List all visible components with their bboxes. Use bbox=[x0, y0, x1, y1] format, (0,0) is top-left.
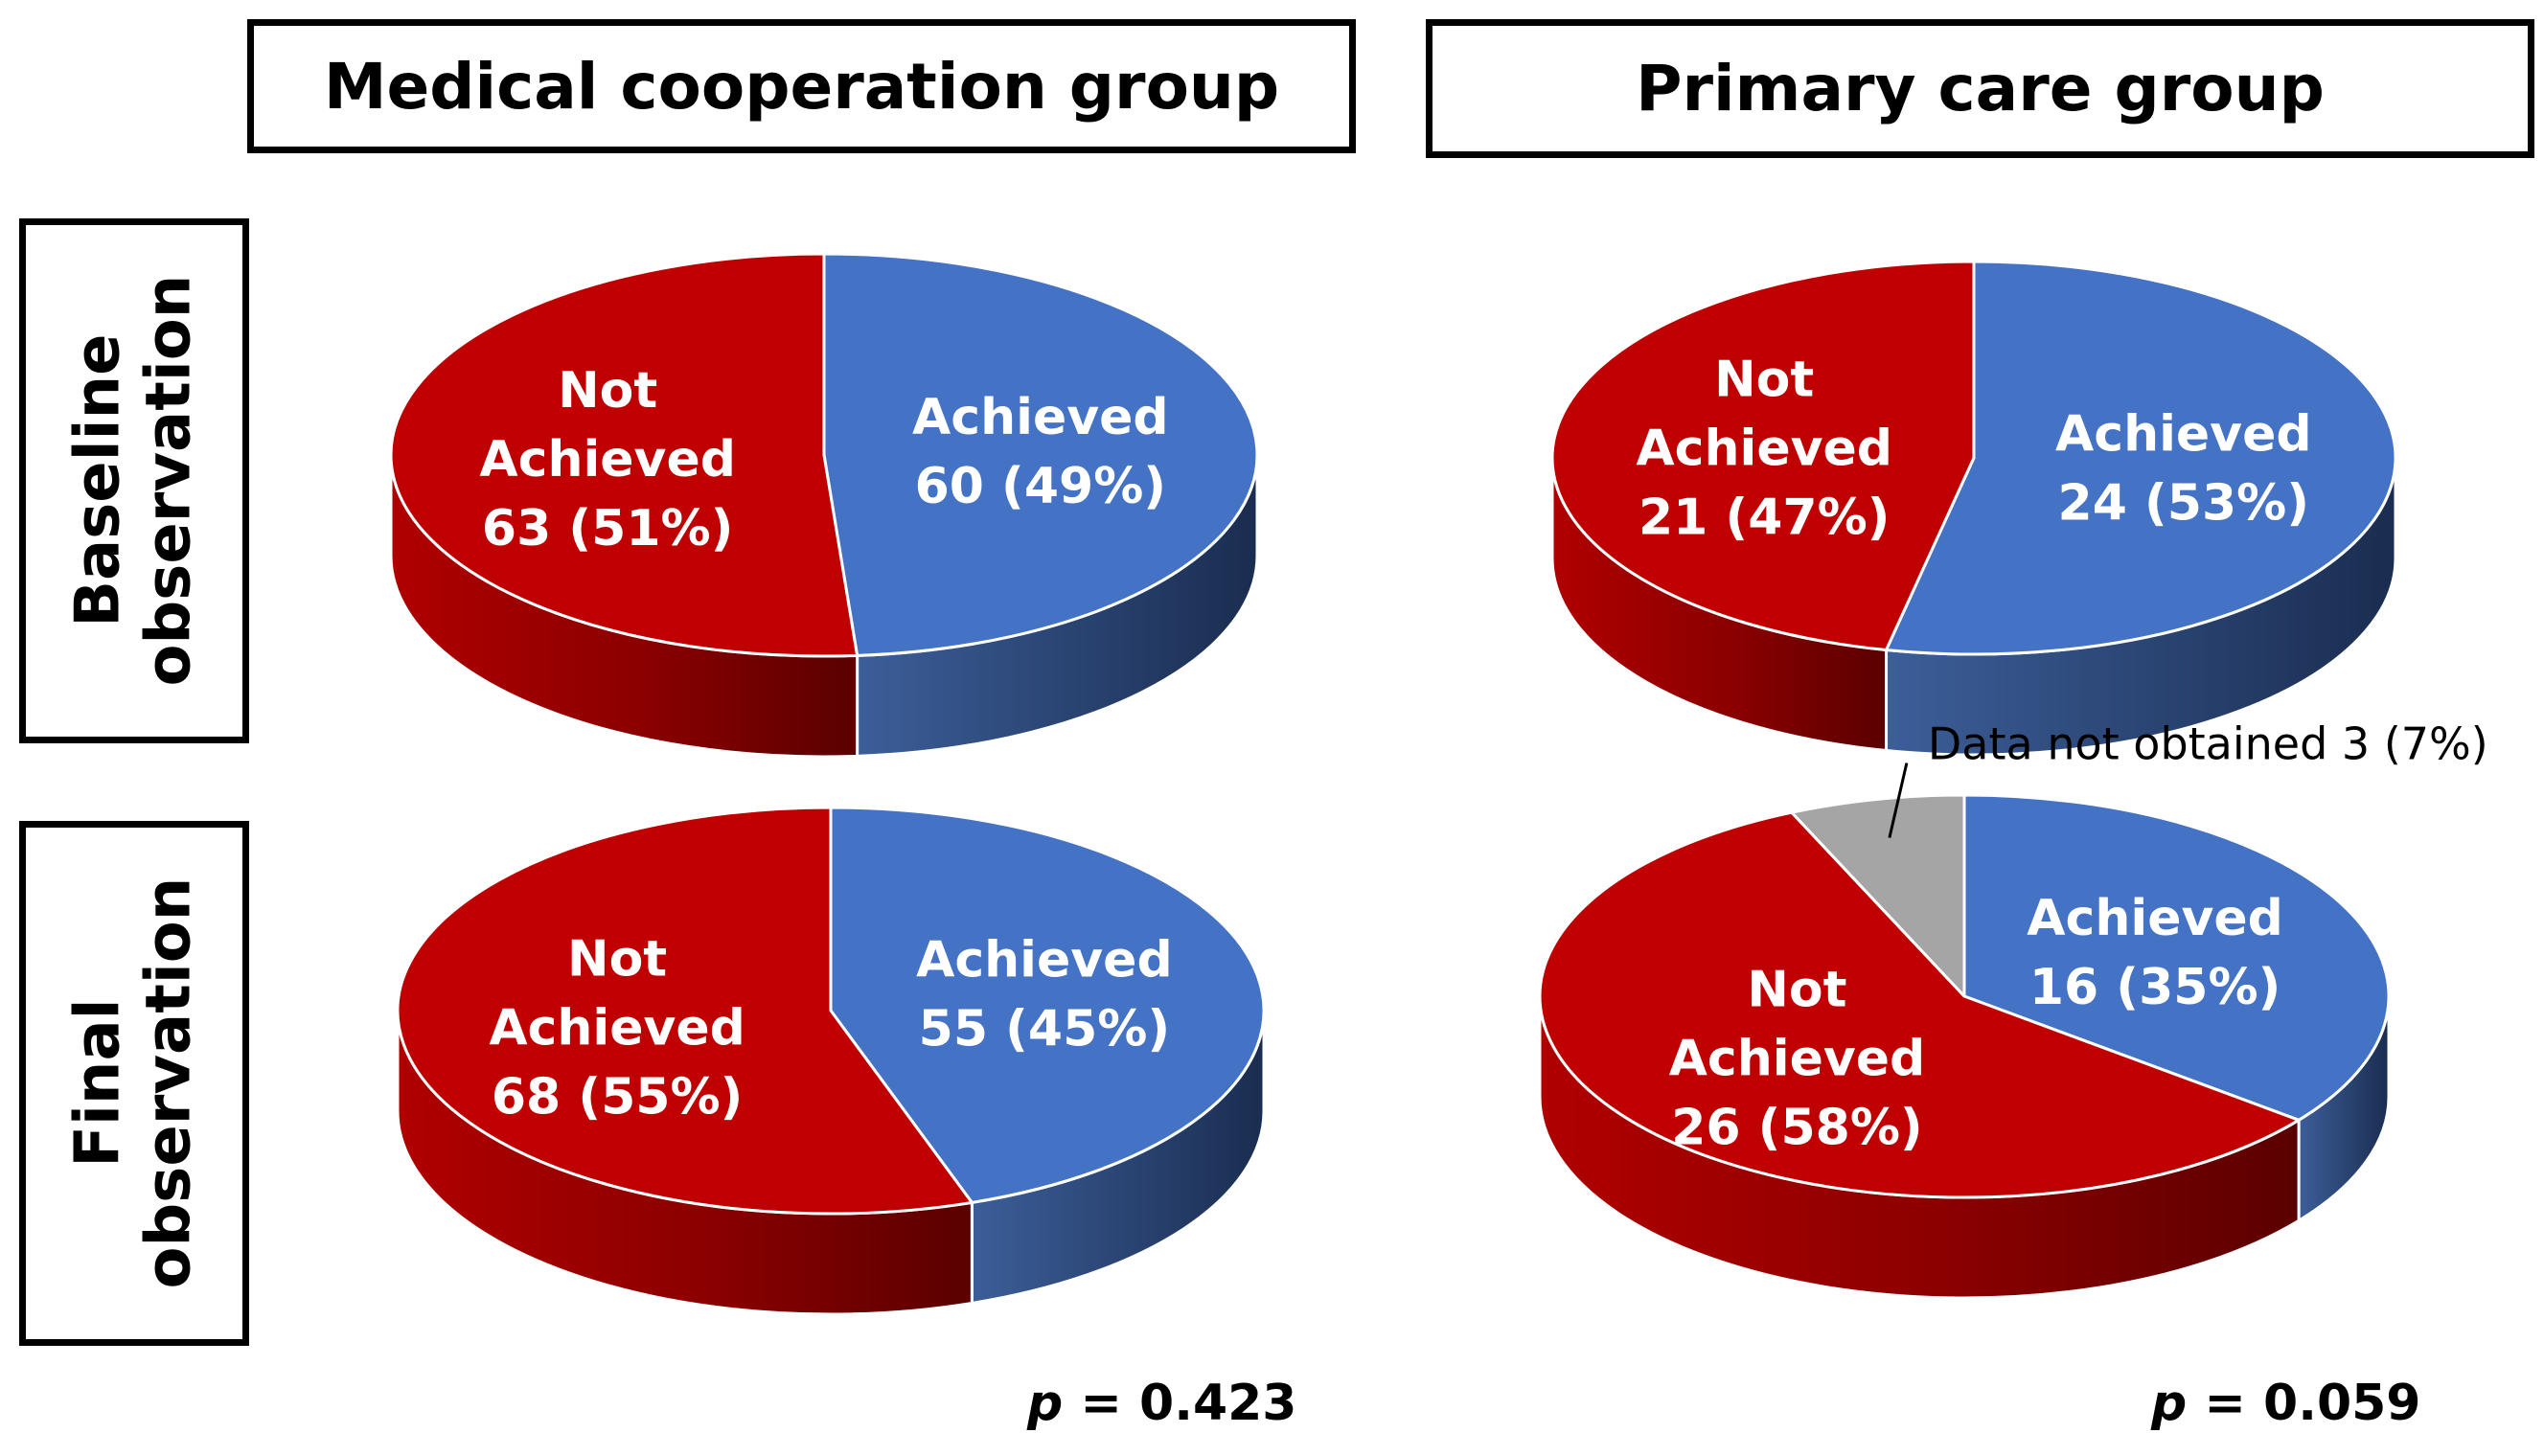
p-value-text: = 0.059 bbox=[2187, 1375, 2421, 1432]
slice-label: Achieved 24 (53%) bbox=[2055, 406, 2312, 533]
pie-slice-not-achieved bbox=[1550, 260, 1976, 652]
pie-slice-achieved bbox=[1962, 793, 2391, 1122]
pie-chart: Achieved 24 (53%) Not Achieved 21 (47%) bbox=[1550, 260, 2397, 757]
slice-label-line: Not bbox=[567, 931, 667, 989]
slice-label: Achieved 60 (49%) bbox=[912, 389, 1169, 515]
slice-label: Not Achieved 68 (55%) bbox=[489, 931, 745, 1126]
slice-label: Achieved 55 (45%) bbox=[916, 931, 1173, 1058]
header-label: Primary care group bbox=[1636, 52, 2325, 125]
slice-label-line: Achieved bbox=[912, 389, 1169, 446]
slice-label: Data not obtained 3 (7%) bbox=[1928, 718, 2488, 770]
row-header-baseline: Baseline observation bbox=[19, 218, 249, 743]
p-symbol: p bbox=[2151, 1375, 2188, 1432]
slice-label: Not Achieved 26 (58%) bbox=[1669, 962, 1926, 1157]
slice-label-line: Achieved bbox=[479, 431, 736, 489]
slice-label-line: 60 (49%) bbox=[915, 458, 1166, 515]
header-label: Medical cooperation group bbox=[323, 49, 1280, 124]
p-value-medical: p = 0.423 bbox=[1027, 1375, 1297, 1432]
slice-label-line: 21 (47%) bbox=[1639, 489, 1890, 546]
row-header-final: Final observation bbox=[19, 821, 249, 1346]
pie-slice-not-achieved bbox=[396, 806, 974, 1216]
slice-label-line: 24 (53%) bbox=[2058, 475, 2309, 533]
p-symbol: p bbox=[1027, 1375, 1064, 1432]
slice-label-line: Achieved bbox=[2027, 890, 2283, 947]
slice-label-line: 26 (58%) bbox=[1671, 1100, 1922, 1157]
pie-chart: Achieved 55 (45%) Not Achieved 68 (55%) bbox=[396, 806, 1266, 1316]
slice-label-line: Achieved bbox=[2055, 406, 2312, 464]
p-value-primary: p = 0.059 bbox=[2151, 1375, 2421, 1432]
slice-label: Not Achieved 63 (51%) bbox=[479, 362, 736, 557]
slice-label-line: 63 (51%) bbox=[482, 500, 733, 557]
slice-label-line: Not bbox=[1714, 351, 1814, 408]
callout-leader-line bbox=[1888, 762, 1909, 838]
slice-label-line: 68 (55%) bbox=[492, 1069, 743, 1126]
pie-slice-achieved bbox=[1885, 260, 2397, 656]
pie-chart: Achieved 60 (49%) Not Achieved 63 (51%) bbox=[389, 252, 1259, 759]
slice-label-line: 16 (35%) bbox=[2029, 959, 2280, 1016]
slice-label-line: Not bbox=[558, 362, 657, 420]
slice-label: Achieved 16 (35%) bbox=[2027, 890, 2283, 1016]
pie-slice-not-achieved bbox=[389, 252, 859, 658]
slice-label-line: Not bbox=[1747, 962, 1846, 1019]
slice-label-line: 55 (45%) bbox=[919, 1000, 1170, 1058]
slice-label-line: Achieved bbox=[489, 1000, 745, 1058]
slice-label-line: Achieved bbox=[1669, 1031, 1926, 1088]
header-medical-cooperation-group: Medical cooperation group bbox=[247, 19, 1356, 153]
pie-slice-data-not-obtained bbox=[1790, 793, 1966, 998]
pie-slice-not-achieved bbox=[1538, 810, 2301, 1199]
slice-label-line: Achieved bbox=[916, 931, 1173, 989]
slice-label-line: Achieved bbox=[1636, 420, 1892, 477]
header-primary-care-group: Primary care group bbox=[1426, 19, 2534, 158]
slice-label: Not Achieved 21 (47%) bbox=[1636, 351, 1892, 546]
pie-chart: Achieved 16 (35%) Not Achieved 26 (58%) Data … bbox=[1538, 718, 2488, 1300]
pie-slice-achieved bbox=[829, 806, 1266, 1204]
pie-slice-achieved bbox=[822, 252, 1259, 657]
p-value-text: = 0.423 bbox=[1063, 1375, 1297, 1432]
